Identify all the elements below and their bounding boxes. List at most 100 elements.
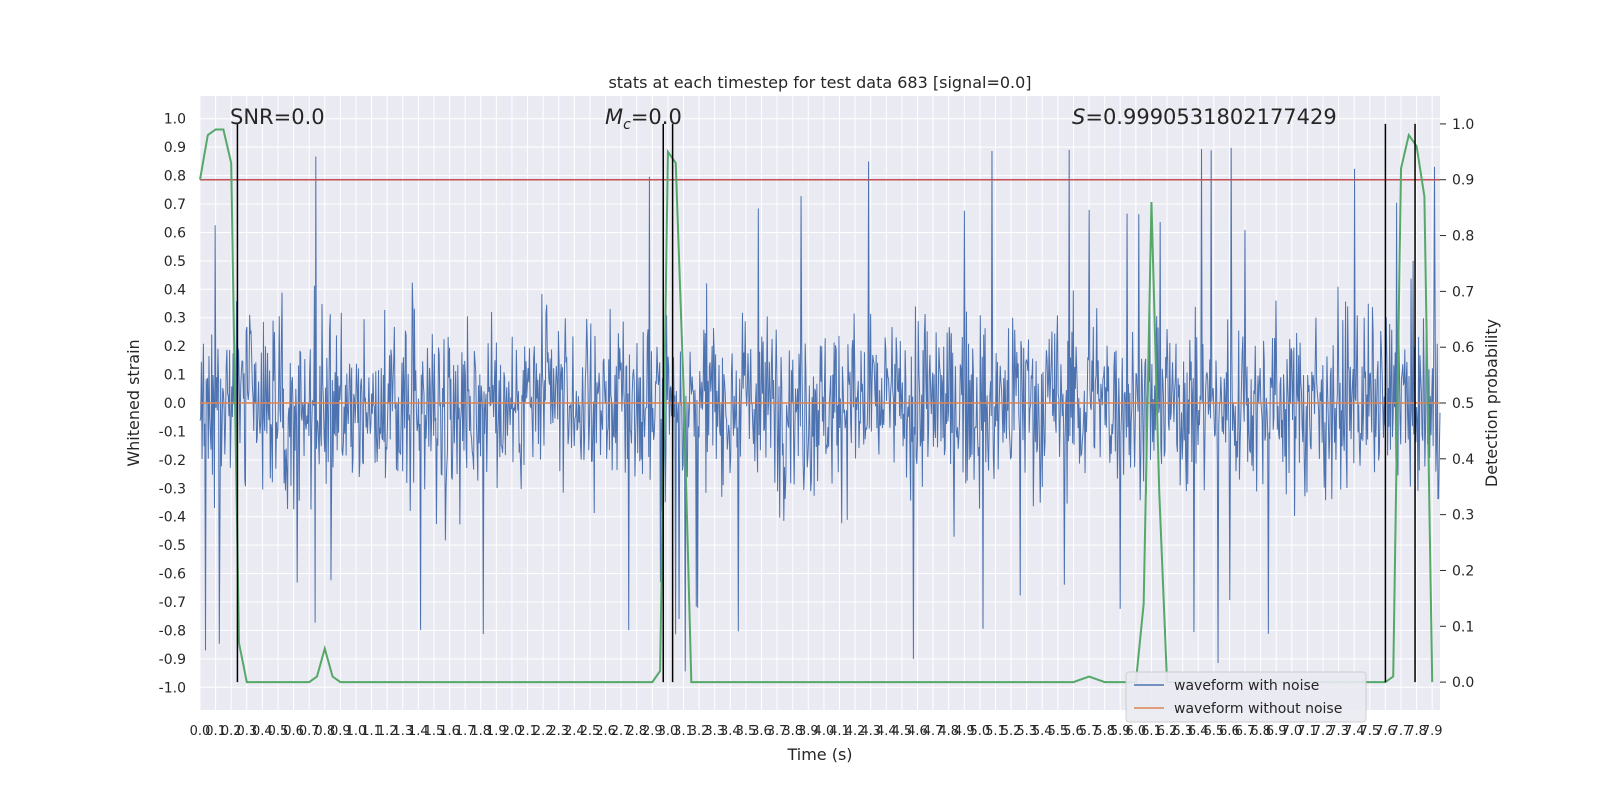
- s-symbol: S: [1072, 105, 1085, 129]
- x-tick-label: 5.6: [1063, 724, 1084, 739]
- x-tick-label: 5.2: [1001, 724, 1022, 739]
- x-tick-label: 2.4: [564, 724, 585, 739]
- x-tick-label: 6.4: [1188, 724, 1209, 739]
- y2-tick-label: 0.3: [1452, 508, 1474, 524]
- x-tick-label: 1.4: [408, 724, 429, 739]
- x-tick-label: 1.3: [392, 724, 413, 739]
- x-tick-label: 2.8: [626, 724, 647, 739]
- x-tick-label: 4.6: [907, 724, 928, 739]
- y2-tick-label: 0.5: [1452, 396, 1474, 412]
- x-tick-labels: 0.00.10.20.30.40.50.60.70.80.91.01.11.21…: [190, 724, 1443, 739]
- y-tick-label: -0.5: [159, 538, 186, 554]
- x-tick-label: 7.8: [1406, 724, 1427, 739]
- x-tick-label: 2.5: [580, 724, 601, 739]
- vertical-markers: [236, 123, 1416, 683]
- s-value: =0.9990531802177429: [1085, 105, 1336, 129]
- x-tick-label: 3.2: [689, 724, 710, 739]
- x-tick-label: 1.8: [470, 724, 491, 739]
- x-tick-label: 6.1: [1141, 724, 1162, 739]
- s-annotation: S=0.9990531802177429: [1072, 105, 1337, 129]
- legend-box: [1125, 671, 1367, 723]
- x-tick-label: 4.0: [814, 724, 835, 739]
- y-tick-label: -0.4: [159, 510, 186, 526]
- x-tick-label: 7.2: [1313, 724, 1334, 739]
- x-tick-label: 5.5: [1048, 724, 1069, 739]
- x-tick-label: 3.4: [720, 724, 741, 739]
- x-tick-label: 4.4: [876, 724, 897, 739]
- x-tick-label: 6.8: [1250, 724, 1271, 739]
- x-tick-label: 1.9: [486, 724, 507, 739]
- y-tick-label: -0.6: [159, 567, 186, 583]
- y-tick-label: 0.6: [164, 225, 186, 241]
- y-tick-label: 0.3: [164, 311, 186, 327]
- y-tick-label: 0.2: [164, 339, 186, 355]
- x-tick-label: 4.7: [923, 724, 944, 739]
- mc-symbol: M: [605, 105, 623, 129]
- y2-tick-label: 0.9: [1452, 173, 1474, 189]
- x-tick-label: 3.7: [767, 724, 788, 739]
- legend-label-clean: waveform without noise: [1174, 701, 1342, 717]
- x-tick-label: 3.0: [658, 724, 679, 739]
- y-tick-label: 0.0: [164, 396, 186, 412]
- x-tick-label: 0.3: [236, 724, 257, 739]
- x-tick-label: 6.9: [1266, 724, 1287, 739]
- x-tick-label: 0.0: [190, 724, 211, 739]
- x-tick-label: 3.3: [704, 724, 725, 739]
- x-tick-label: 3.5: [736, 724, 757, 739]
- y-tick-label: 0.5: [164, 254, 186, 270]
- x-tick-label: 5.9: [1110, 724, 1131, 739]
- y2-tick-label: 0.1: [1452, 619, 1474, 635]
- x-tick-label: 2.7: [611, 724, 632, 739]
- noise-trace: [199, 147, 1441, 672]
- x-tick-label: 1.1: [361, 724, 382, 739]
- x-tick-label: 6.3: [1172, 724, 1193, 739]
- legend: waveform with noise waveform without noi…: [1125, 671, 1367, 723]
- x-tick-label: 5.0: [970, 724, 991, 739]
- y-tick-label: -0.2: [159, 453, 186, 469]
- x-tick-label: 7.6: [1375, 724, 1396, 739]
- x-tick-label: 0.8: [314, 724, 335, 739]
- x-tick-label: 2.3: [548, 724, 569, 739]
- x-tick-label: 5.3: [1016, 724, 1037, 739]
- x-axis-label: Time (s): [786, 745, 852, 764]
- x-tick-label: 0.4: [252, 724, 273, 739]
- y2-tick-label: 0.7: [1452, 284, 1474, 300]
- x-tick-label: 7.7: [1391, 724, 1412, 739]
- x-tick-label: 7.3: [1328, 724, 1349, 739]
- mc-annotation: Mc=0.0: [605, 105, 682, 133]
- mc-subscript: c: [623, 117, 631, 133]
- x-tick-label: 5.8: [1094, 724, 1115, 739]
- x-tick-label: 7.4: [1344, 724, 1365, 739]
- x-tick-label: 4.2: [845, 724, 866, 739]
- y-tick-labels: 1.0 0.9 0.8 0.7 0.6 0.5 0.4 0.3 0.2 0.1 0.0 -0.1 -0.…: [159, 112, 186, 697]
- series-waveform-with-noise: [199, 147, 1441, 672]
- x-tick-label: 7.5: [1359, 724, 1380, 739]
- y2-axis-label: Detection probability: [1482, 319, 1501, 487]
- x-tick-label: 5.1: [985, 724, 1006, 739]
- x-tick-label: 3.1: [673, 724, 694, 739]
- x-tick-label: 0.2: [221, 724, 242, 739]
- x-tick-label: 0.6: [283, 724, 304, 739]
- x-tick-label: 3.8: [782, 724, 803, 739]
- y-tick-label: 0.9: [164, 140, 186, 156]
- mc-value: =0.0: [631, 105, 682, 129]
- x-tick-label: 2.6: [595, 724, 616, 739]
- snr-annotation: SNR=0.0: [230, 105, 325, 129]
- y2-tick-label: 0.4: [1452, 452, 1474, 468]
- x-tick-label: 3.6: [751, 724, 772, 739]
- y-tick-label: -0.8: [159, 623, 186, 639]
- y-tick-label: 0.4: [164, 282, 186, 298]
- x-tick-label: 2.2: [533, 724, 554, 739]
- x-tick-label: 6.7: [1235, 724, 1256, 739]
- x-tick-label: 3.9: [798, 724, 819, 739]
- x-tick-label: 1.6: [439, 724, 460, 739]
- x-tick-label: 4.3: [860, 724, 881, 739]
- chart-title: stats at each timestep for test data 683…: [608, 73, 1031, 92]
- legend-label-noise: waveform with noise: [1174, 678, 1319, 694]
- y2-tick-label: 0.8: [1452, 229, 1474, 245]
- y2-tick-labels: 1.0 0.9 0.8 0.7 0.6 0.5 0.4 0.3 0.2 0.1 0.0: [1440, 117, 1474, 691]
- x-tick-label: 0.5: [268, 724, 289, 739]
- x-tick-label: 2.9: [642, 724, 663, 739]
- y2-tick-label: 1.0: [1452, 117, 1474, 133]
